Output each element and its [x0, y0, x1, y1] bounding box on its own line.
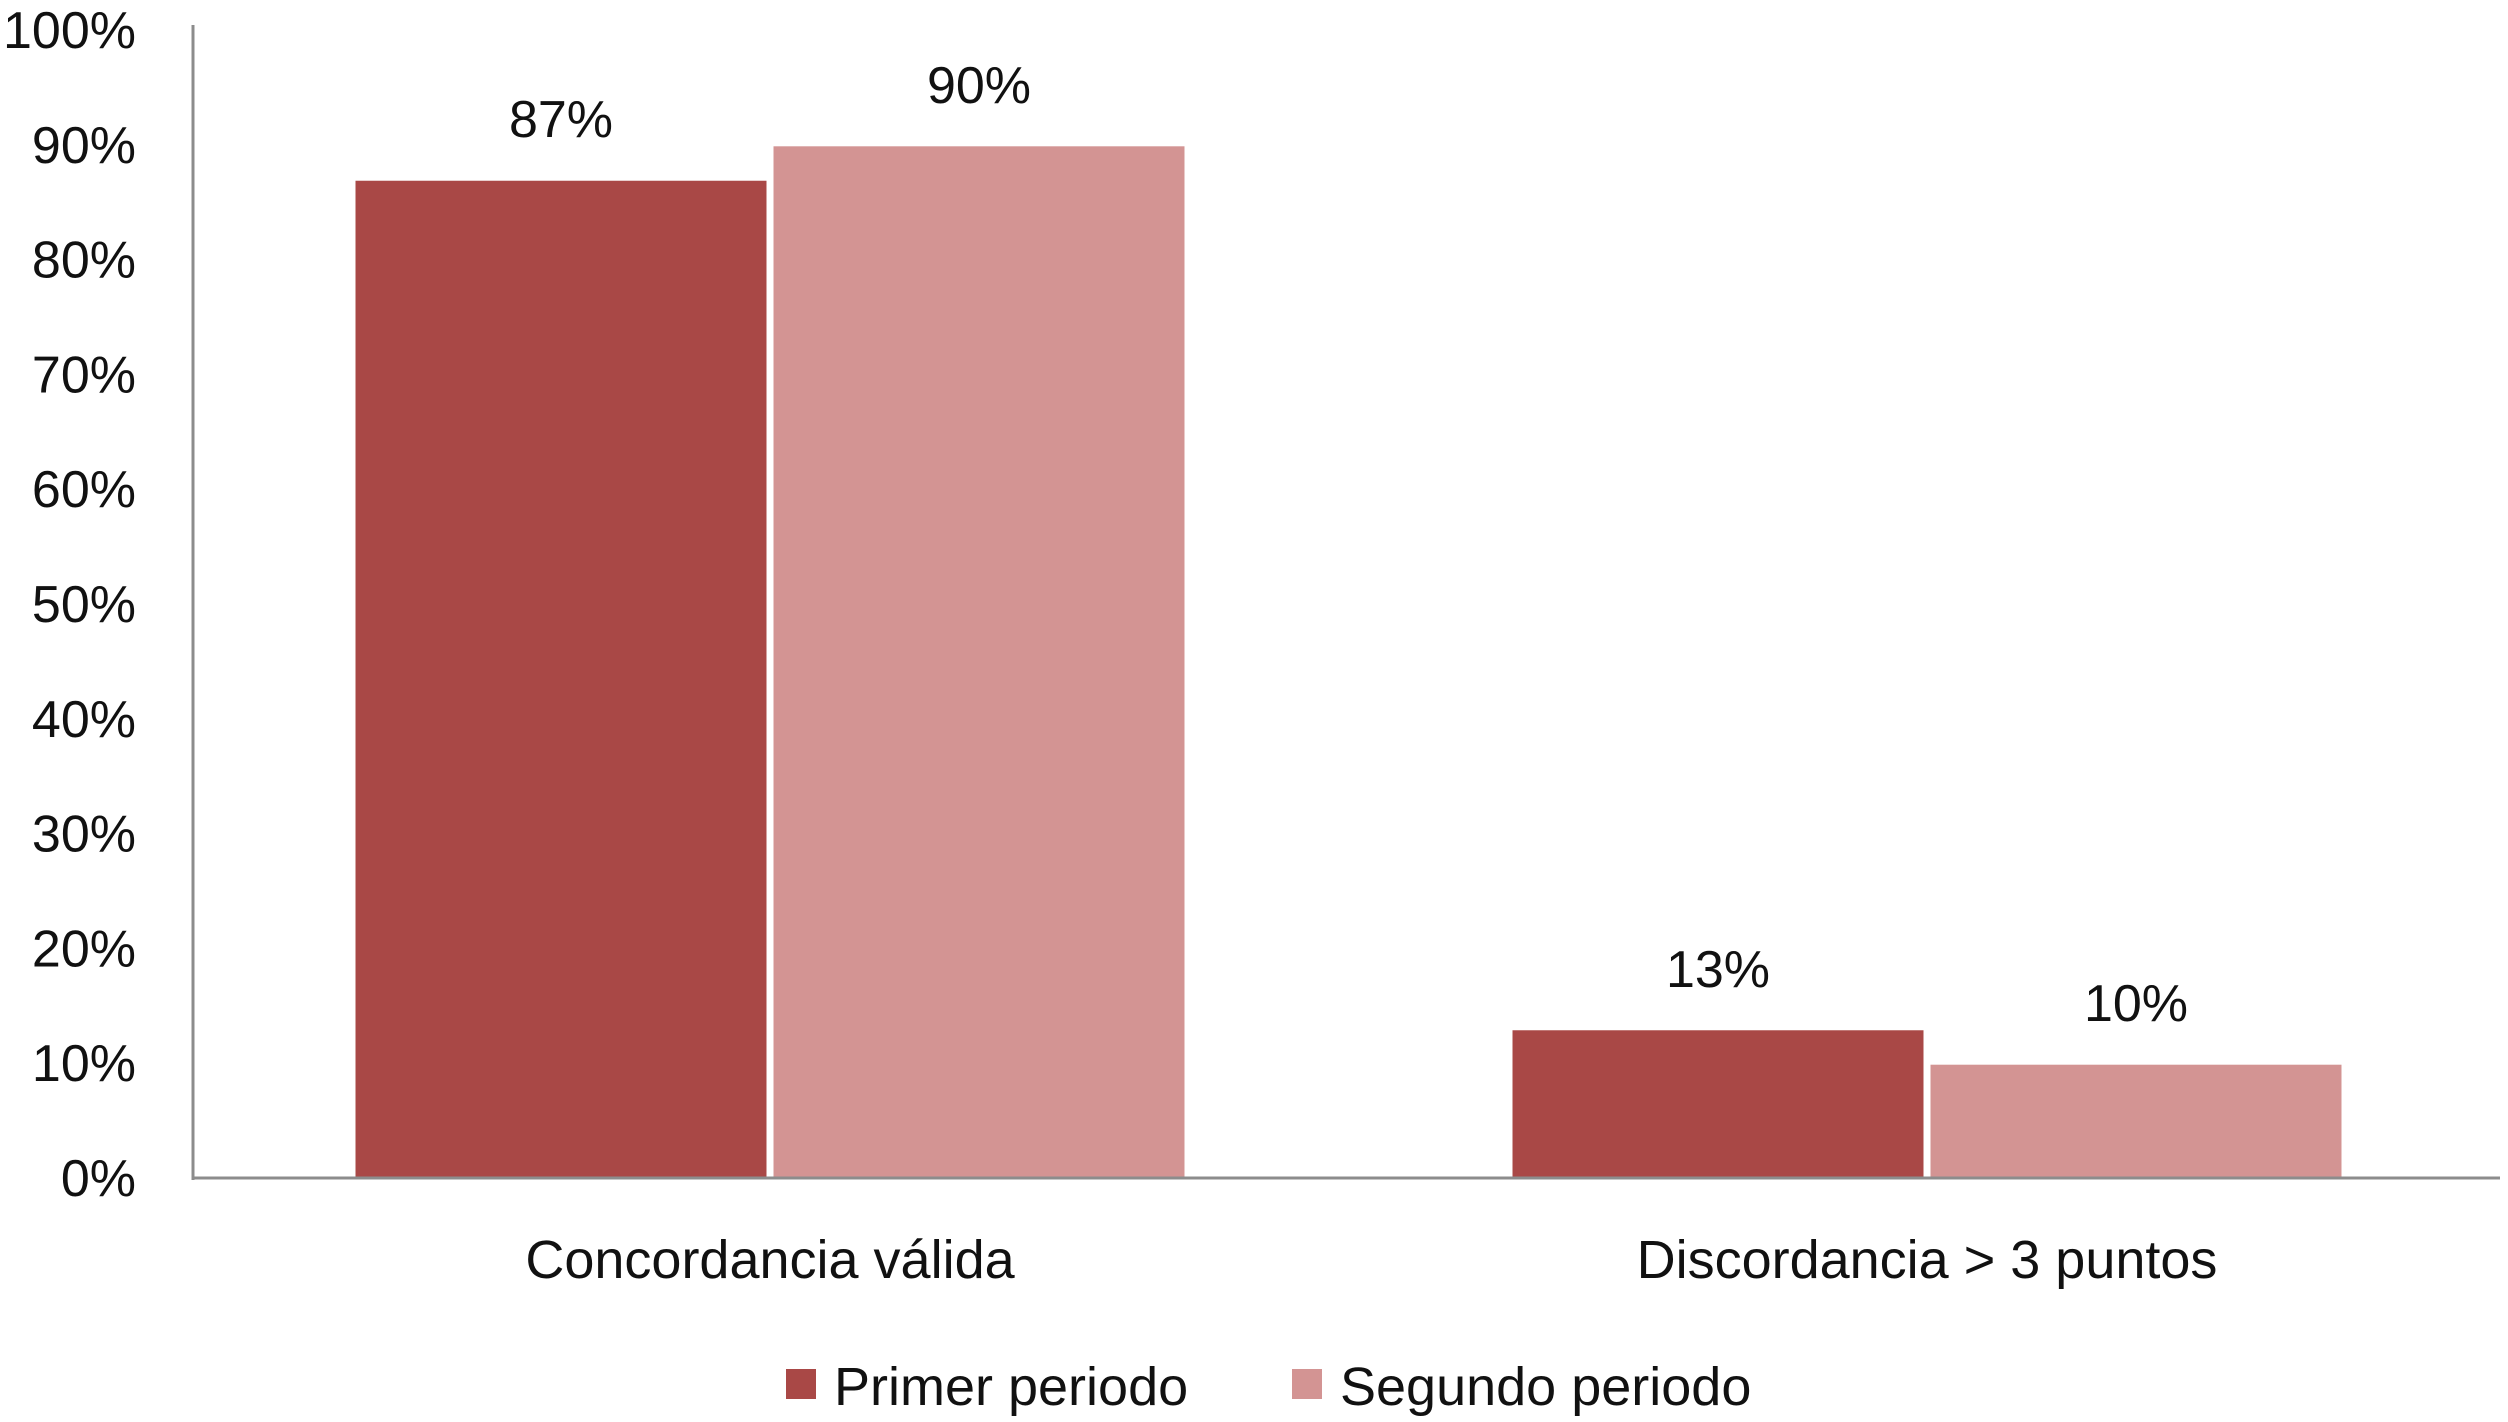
bar-primer-periodo	[1509, 1027, 1927, 1180]
y-tick-label: 0%	[61, 1150, 136, 1208]
bars-group	[352, 143, 2345, 1180]
axes-group	[191, 25, 2500, 1180]
legend-label: Segundo periodo	[1340, 1357, 1751, 1417]
bar-segundo-periodo	[770, 143, 1188, 1180]
y-tick-label: 10%	[32, 1035, 136, 1093]
y-tick-label: 90%	[32, 117, 136, 175]
y-tick-label: 20%	[32, 920, 136, 978]
y-tick-label: 40%	[32, 691, 136, 749]
y-tick-label: 30%	[32, 806, 136, 864]
legend-swatch	[786, 1369, 816, 1399]
y-tick-label: 70%	[32, 346, 136, 404]
data-label: 10%	[2084, 975, 2188, 1033]
legend-label: Primer periodo	[834, 1357, 1188, 1417]
data-label: 90%	[927, 57, 1031, 115]
legend-swatch	[1292, 1369, 1322, 1399]
bar-primer-periodo	[352, 177, 770, 1180]
y-tick-label: 100%	[3, 2, 136, 60]
legend: Primer periodo Segundo periodo	[786, 1357, 1751, 1417]
data-label: 13%	[1666, 941, 1770, 999]
x-category-label: Concordancia válida	[525, 1230, 1015, 1290]
data-label: 87%	[509, 91, 613, 149]
bar-segundo-periodo	[1927, 1061, 2345, 1180]
data-labels-group: 87% 90% 13% 10%	[509, 57, 2188, 1033]
y-tick-label: 60%	[32, 461, 136, 519]
y-tick-label: 80%	[32, 232, 136, 290]
y-axis-ticks: 0% 10% 20% 30% 40% 50% 60% 70% 80% 90% 100%	[3, 2, 136, 1208]
y-tick-label: 50%	[32, 576, 136, 634]
x-axis-labels: Concordancia válida Discordancia > 3 punt…	[525, 1230, 2217, 1290]
x-category-label: Discordancia > 3 puntos	[1637, 1230, 2218, 1290]
